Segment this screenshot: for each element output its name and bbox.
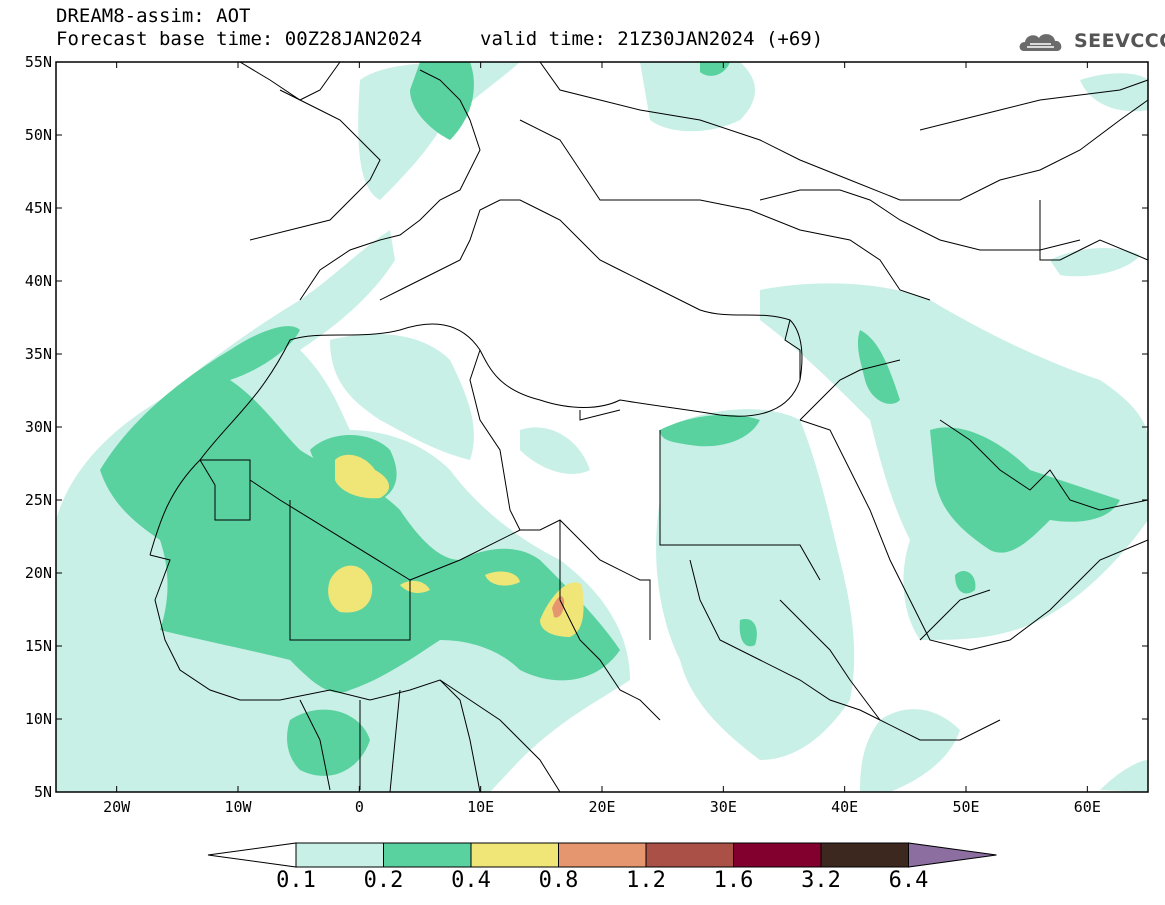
seevccc-logo-icon: [1019, 34, 1062, 51]
valid-time: valid time: 21Z30JAN2024 (+69): [480, 28, 824, 50]
latitude-axis: 55N 50N 45N 40N 35N 30N 25N 20N 15N 10N 5N: [25, 53, 1148, 801]
lon-label: 10E: [467, 798, 494, 816]
lon-label: 20E: [588, 798, 615, 816]
forecast-base-time: Forecast base time: 00Z28JAN2024: [56, 28, 423, 50]
colorbar-low-arrow: [207, 842, 297, 868]
colorbar-label: 0.1: [276, 868, 316, 893]
lat-label: 40N: [25, 272, 52, 290]
lat-label: 25N: [25, 491, 52, 509]
colorbar-segment: [295, 842, 384, 868]
lat-label: 35N: [25, 345, 52, 363]
colorbar-label: 0.2: [363, 868, 404, 893]
lon-label: 50E: [952, 798, 979, 816]
colorbar: [207, 842, 997, 868]
colorbar-label: 0.8: [538, 868, 579, 893]
colorbar-segment: [558, 842, 647, 868]
lat-label: 10N: [25, 710, 52, 728]
lon-label: 0: [355, 798, 364, 816]
lon-label: 20W: [103, 798, 131, 816]
colorbar-segment: [733, 842, 822, 868]
lon-label: 30E: [710, 798, 737, 816]
coastlines: [149, 62, 1148, 792]
aot-field: [56, 62, 1148, 792]
colorbar-label: 1.2: [626, 868, 666, 893]
lat-label: 5N: [34, 783, 52, 801]
map-title: DREAM8-assim: AOT: [56, 5, 251, 27]
lon-label: 40E: [831, 798, 858, 816]
lat-label: 50N: [25, 126, 52, 144]
colorbar-label: 1.6: [713, 868, 754, 893]
colorbar-high-arrow: [908, 842, 997, 868]
lat-label: 55N: [25, 53, 52, 71]
colorbar-label: 0.4: [451, 868, 491, 893]
lon-label: 10W: [224, 798, 252, 816]
lat-label: 20N: [25, 564, 52, 582]
logo-text: SEEVCCC: [1074, 30, 1165, 52]
longitude-axis: 20W 10W 0 10E 20E 30E 40E 50E 60E: [103, 62, 1101, 816]
colorbar-segment: [820, 842, 909, 868]
colorbar-segment: [645, 842, 734, 868]
colorbar-segment: [383, 842, 472, 868]
lat-label: 15N: [25, 637, 52, 655]
lon-label: 60E: [1074, 798, 1101, 816]
colorbar-segment: [470, 842, 559, 868]
lat-label: 30N: [25, 418, 52, 436]
colorbar-label: 6.4: [888, 868, 929, 893]
lat-label: 45N: [25, 199, 52, 217]
colorbar-label: 3.2: [801, 868, 841, 893]
